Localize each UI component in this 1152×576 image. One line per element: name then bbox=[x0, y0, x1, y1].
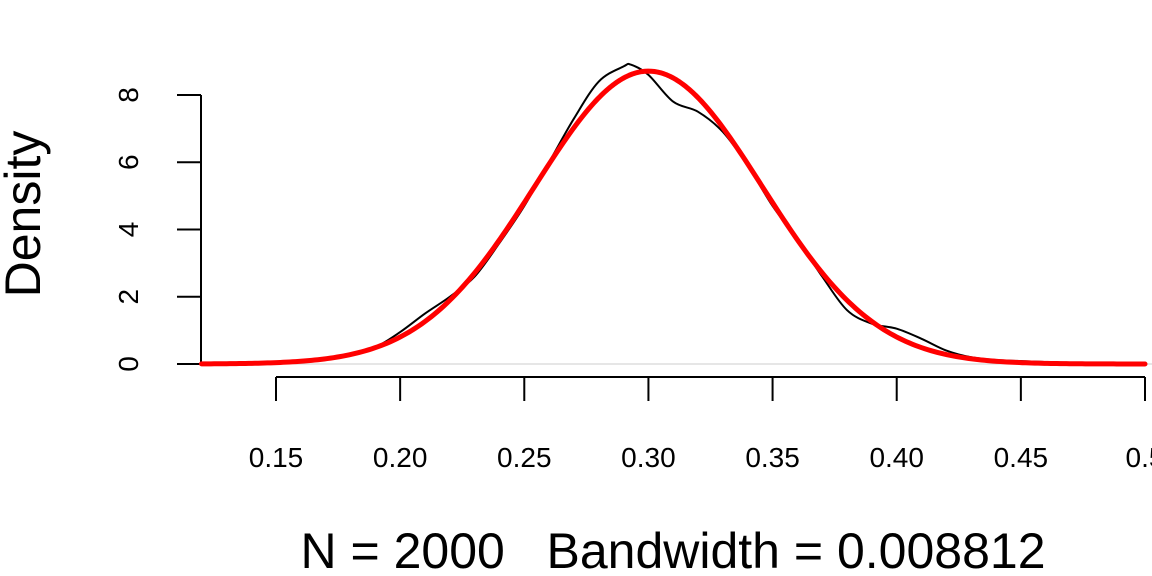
y-tick-label: 4 bbox=[113, 222, 144, 238]
x-tick-label: 0.30 bbox=[621, 442, 676, 473]
normal-fit-line bbox=[199, 68, 1148, 367]
x-tick-label: 0.15 bbox=[249, 442, 304, 473]
x-axis-ticks: 0.15 0.20 0.25 0.30 0.35 0.40 0.45 0.5 bbox=[249, 377, 1152, 473]
y-axis-label: Density bbox=[0, 131, 51, 298]
y-tick-label: 6 bbox=[113, 154, 144, 170]
series-layer bbox=[199, 62, 1148, 367]
x-tick-label: 0.5 bbox=[1126, 442, 1152, 473]
x-tick-label: 0.25 bbox=[497, 442, 552, 473]
y-axis-ticks: 0 2 4 6 8 bbox=[113, 87, 201, 372]
x-tick-label: 0.35 bbox=[745, 442, 800, 473]
y-tick-label: 2 bbox=[113, 289, 144, 305]
y-tick-label: 0 bbox=[113, 356, 144, 372]
y-tick-label: 8 bbox=[113, 87, 144, 103]
x-tick-label: 0.40 bbox=[869, 442, 924, 473]
x-tick-label: 0.20 bbox=[373, 442, 428, 473]
density-line bbox=[200, 62, 1146, 365]
x-axis-label: N = 2000 Bandwidth = 0.008812 bbox=[300, 523, 1045, 576]
x-tick-label: 0.45 bbox=[994, 442, 1049, 473]
